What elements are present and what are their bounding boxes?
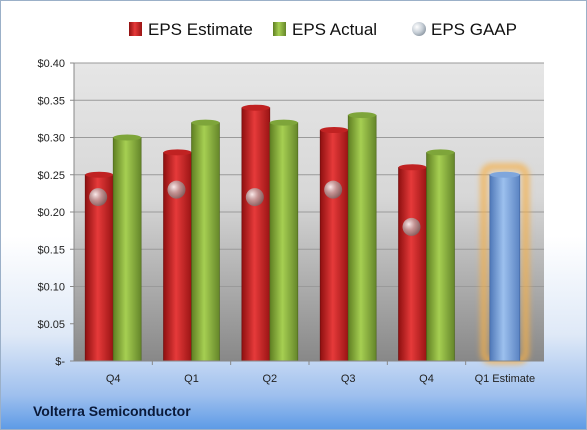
y-tick-label: $0.05 (37, 319, 65, 331)
y-tick-label: $0.30 (37, 133, 65, 145)
legend-swatch (412, 22, 426, 36)
bar-cap (269, 119, 298, 126)
bar-series (84, 104, 530, 365)
eps-chart: $- $0.05 $0.10 $0.15 $0.20 $0.25 $0.30 $0.35 $0.… (37, 20, 544, 385)
y-tick-label: $0.40 (37, 58, 65, 70)
bar-eps-actual (191, 122, 220, 362)
point-eps-gaap (402, 217, 421, 236)
legend: EPS Estimate EPS Actual EPS GAAP (129, 20, 517, 39)
bar-cap (191, 119, 220, 126)
point-eps-gaap (167, 180, 186, 199)
point-eps-gaap (245, 188, 264, 207)
y-tick-label: $0.20 (37, 207, 65, 219)
company-name: Volterra Semiconductor (33, 403, 191, 419)
bar-eps-estimate (319, 129, 349, 362)
bar-eps-actual (112, 137, 142, 362)
x-tick-label: Q4 (419, 373, 434, 385)
bar-cap (163, 149, 192, 156)
y-tick-label: $0.35 (37, 95, 65, 107)
legend-label: EPS GAAP (431, 20, 517, 39)
x-tick-label: Q2 (262, 373, 277, 385)
bar-q1-estimate (489, 174, 521, 362)
legend-label: EPS Estimate (148, 20, 253, 39)
x-tick-label: Q1 (184, 373, 199, 385)
x-tick-label: Q3 (341, 373, 356, 385)
bar-cap (320, 127, 349, 134)
bar-cap (489, 171, 520, 178)
bar-eps-actual (269, 122, 299, 362)
y-axis: $- $0.05 $0.10 $0.15 $0.20 $0.25 $0.30 $0.35 $0.… (37, 58, 75, 368)
x-tick-label: Q4 (106, 373, 121, 385)
legend-swatch (129, 22, 142, 36)
y-tick-label: $0.10 (37, 282, 65, 294)
bar-cap (113, 134, 142, 141)
bar-cap (426, 149, 455, 156)
point-eps-gaap (324, 180, 343, 199)
x-tick-label: Q1 Estimate (475, 373, 536, 385)
bar-cap (241, 104, 270, 111)
legend-label: EPS Actual (292, 20, 377, 39)
legend-swatch (273, 22, 286, 36)
bar-eps-actual (347, 114, 377, 362)
bar-cap (348, 112, 377, 119)
bar-eps-estimate (241, 107, 271, 362)
point-eps-gaap (89, 188, 108, 207)
y-tick-label: $0.25 (37, 170, 65, 182)
y-tick-label: $0.15 (37, 244, 65, 256)
bar-cap (85, 171, 114, 178)
y-tick-label: $- (55, 356, 65, 368)
bar-cap (398, 164, 427, 171)
bar-eps-estimate (398, 167, 427, 362)
bar-eps-actual (426, 152, 455, 362)
x-axis: Q4 Q1 Q2 Q3 Q4 Q1 Estimate (74, 360, 544, 385)
